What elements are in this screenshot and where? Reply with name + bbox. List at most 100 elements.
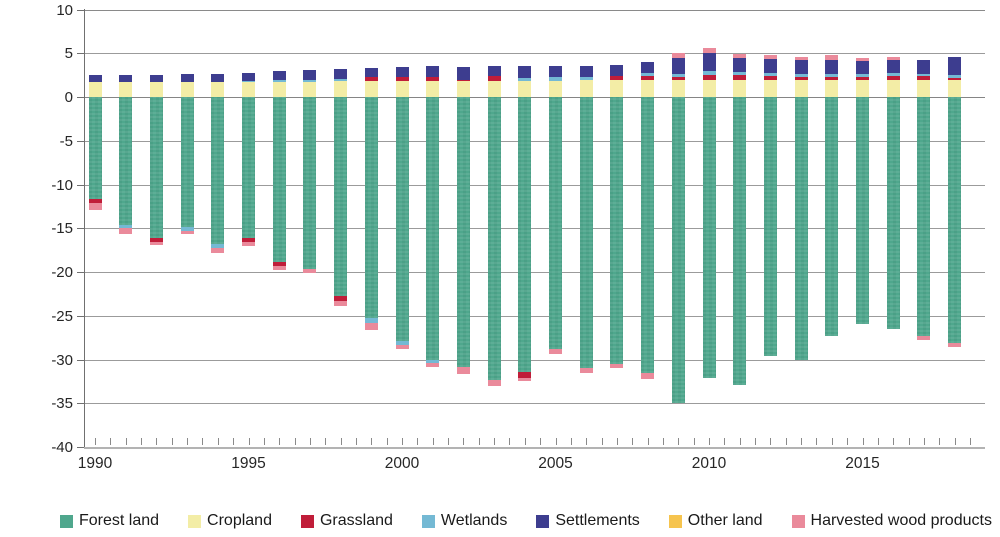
x-tick — [217, 438, 219, 445]
bar-segment-2012-wetlands — [763, 72, 777, 76]
gridline-y-10 — [84, 9, 985, 11]
gridline-y--25 — [84, 315, 985, 317]
x-tick — [862, 438, 864, 445]
y-tick — [77, 447, 84, 448]
legend-item-wetlands: Wetlands — [421, 512, 508, 530]
bar-segment-1992-harvested-wood-products — [149, 242, 163, 245]
bar-segment-1994-harvested-wood-products — [211, 247, 225, 253]
bar-segment-2001-grassland — [426, 76, 440, 82]
bar-segment-1990-cropland — [88, 82, 102, 97]
bar-segment-1995-settlements — [242, 72, 255, 81]
bar-segment-2006-cropland — [579, 80, 593, 97]
bar-segment-2013-cropland — [794, 79, 808, 97]
x-tick — [693, 438, 695, 445]
bar-segment-2009-settlements — [671, 57, 685, 75]
gridline-y--35 — [84, 403, 985, 405]
x-tick — [893, 438, 895, 445]
bar-segment-1991-wetlands — [119, 224, 133, 229]
bar-segment-1992-grassland — [149, 237, 163, 243]
x-tick — [95, 438, 96, 445]
gridline-y-0 — [84, 97, 985, 98]
x-axis-label: 2010 — [691, 455, 727, 472]
bar-segment-2001-settlements — [426, 66, 440, 77]
y-tick — [77, 403, 84, 405]
y-axis-label: -25 — [51, 307, 73, 325]
bar-segment-1995-forest-land — [242, 97, 255, 238]
legend-item-other-land: Other land — [668, 512, 763, 530]
bar-segment-1996-wetlands — [272, 79, 286, 82]
bar-segment-1995-grassland — [242, 237, 255, 243]
bar-segment-1997-wetlands — [303, 79, 317, 82]
bar-segment-2005-harvested-wood-products — [549, 349, 562, 355]
bar-segment-2001-forest-land — [426, 97, 440, 360]
bar-segment-2010-settlements — [702, 53, 716, 72]
x-tick — [340, 438, 342, 445]
bar-segment-2008-forest-land — [641, 97, 655, 373]
bar-segment-1998-harvested-wood-products — [334, 300, 348, 307]
bar-segment-2014-harvested-wood-products — [825, 55, 839, 60]
bar-segment-1990-settlements — [88, 74, 102, 83]
bar-segment-2014-grassland — [825, 76, 839, 80]
bar-segment-2011-grassland — [733, 75, 747, 80]
bar-segment-1996-grassland — [272, 262, 286, 266]
y-tick — [77, 140, 84, 142]
legend-swatch — [421, 514, 435, 528]
x-tick — [279, 438, 281, 445]
bar-segment-1995-wetlands — [242, 80, 255, 83]
bar-segment-1994-cropland — [211, 82, 225, 97]
legend-swatch — [60, 514, 73, 528]
x-tick — [309, 438, 311, 445]
bar-segment-1991-forest-land — [119, 97, 133, 225]
bar-segment-2018-forest-land — [948, 97, 962, 343]
bar-segment-1996-forest-land — [272, 97, 286, 263]
bar-segment-2005-cropland — [549, 80, 562, 97]
bar-segment-2010-wetlands — [702, 71, 716, 75]
legend-swatch — [791, 514, 805, 528]
bar-segment-1990-grassland — [88, 199, 102, 204]
bar-segment-1997-settlements — [303, 70, 317, 80]
bar-segment-2007-forest-land — [610, 97, 624, 364]
legend-swatch — [188, 514, 202, 528]
x-axis-label: 2000 — [384, 455, 420, 472]
bar-segment-1993-wetlands — [180, 227, 194, 231]
bar-segment-1995-harvested-wood-products — [242, 242, 255, 246]
x-axis-label: 2005 — [538, 455, 573, 472]
bar-segment-2018-wetlands — [948, 74, 962, 79]
bar-segment-1998-settlements — [334, 69, 348, 79]
bar-segment-2003-grassland — [487, 76, 501, 81]
bar-segment-2016-forest-land — [886, 97, 900, 329]
bar-segment-2015-forest-land — [856, 97, 869, 324]
bar-segment-1996-harvested-wood-products — [272, 265, 286, 271]
bar-segment-2017-harvested-wood-products — [917, 335, 931, 341]
bar-segment-2000-cropland — [395, 81, 409, 97]
bar-segment-2016-harvested-wood-products — [886, 57, 900, 60]
bar-segment-2013-harvested-wood-products — [794, 57, 808, 61]
bar-segment-1997-harvested-wood-products — [303, 268, 317, 273]
bar-segment-2018-harvested-wood-products — [948, 342, 962, 348]
bar-segment-1993-harvested-wood-products — [180, 230, 194, 234]
x-tick — [294, 438, 296, 445]
bar-segment-1990-harvested-wood-products — [88, 203, 102, 210]
legend-item-cropland: Cropland — [188, 512, 272, 530]
legend-label: Wetlands — [440, 512, 508, 529]
bar-segment-2015-harvested-wood-products — [856, 57, 869, 61]
bar-segment-2004-grassland — [518, 371, 532, 378]
y-axis-label: -5 — [59, 132, 73, 150]
x-tick — [202, 438, 204, 445]
bar-segment-2008-settlements — [641, 62, 655, 74]
legend-item-forest-land: Forest land — [60, 512, 159, 530]
bar-segment-2009-harvested-wood-products — [671, 53, 685, 58]
bar-segment-2006-wetlands — [579, 76, 593, 81]
bar-segment-1998-wetlands — [334, 78, 348, 82]
x-axis-label: 1990 — [77, 455, 113, 472]
x-tick — [156, 438, 158, 445]
bar-segment-1991-settlements — [119, 74, 133, 83]
bar-segment-1993-forest-land — [180, 97, 194, 228]
bar-segment-2002-grassland — [456, 79, 470, 81]
x-tick — [355, 438, 357, 445]
x-tick — [632, 438, 634, 445]
x-axis-label: 2015 — [845, 455, 880, 472]
bar-segment-2011-forest-land — [733, 97, 747, 385]
x-tick — [371, 438, 373, 445]
